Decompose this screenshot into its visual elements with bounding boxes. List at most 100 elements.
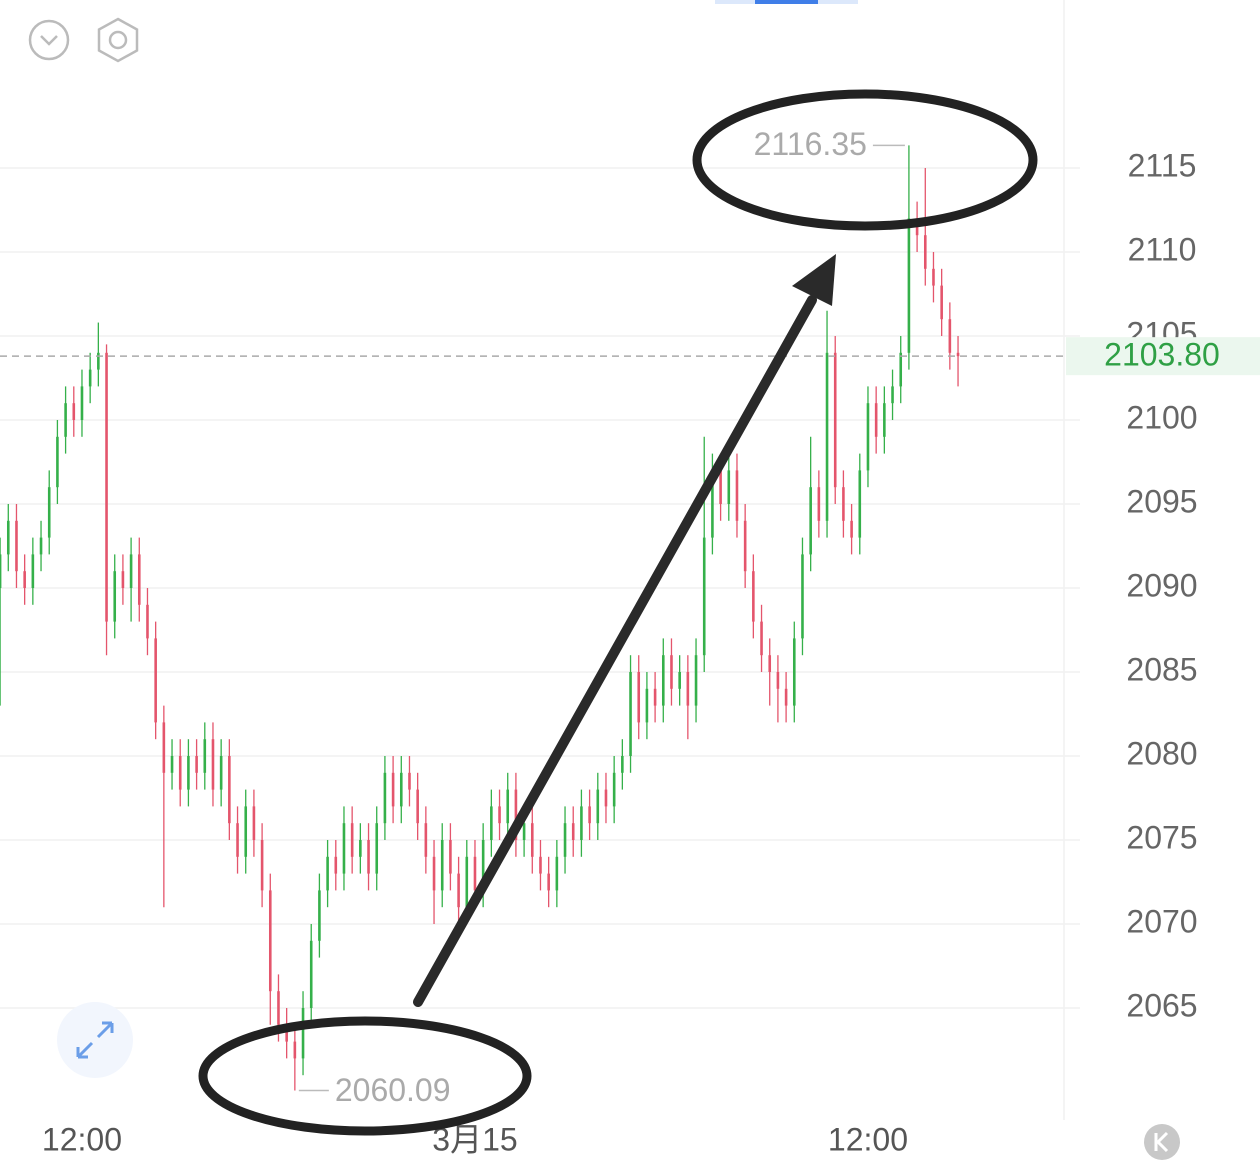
candle-body: [375, 823, 379, 874]
candle-body: [825, 352, 829, 521]
y-tick-label: 2075: [1126, 819, 1197, 855]
candle-body: [80, 386, 84, 420]
candle-body: [137, 554, 141, 605]
candle-body: [309, 940, 313, 1008]
x-tick-label: 12:00: [42, 1121, 122, 1157]
arrow-shaft: [413, 295, 817, 1007]
candle-body: [424, 823, 428, 857]
candle-body: [440, 840, 444, 891]
last-price-box: [1066, 337, 1260, 376]
candle-body: [653, 688, 657, 706]
y-tick-label: 2100: [1126, 399, 1197, 435]
y-tick-label: 2115: [1128, 147, 1197, 183]
y-tick-label: 2070: [1126, 903, 1197, 939]
candle-body: [784, 688, 788, 706]
candle-body: [219, 756, 223, 790]
candle-body: [6, 520, 10, 555]
candle-body: [956, 352, 960, 357]
y-tick-label: 2085: [1126, 651, 1197, 687]
candle-body: [318, 890, 321, 941]
highlight-ellipse: [198, 1016, 532, 1136]
candle-body: [923, 235, 927, 269]
candle-body: [670, 655, 673, 689]
y-tick-label: 2080: [1126, 735, 1197, 771]
candle-body: [47, 487, 51, 538]
candle-body: [694, 655, 698, 706]
candle-body: [580, 806, 583, 840]
candle-body: [842, 487, 845, 521]
candle-body: [72, 403, 76, 420]
candle-body: [735, 470, 739, 521]
candle-body: [342, 823, 346, 874]
candle-body: [768, 655, 772, 672]
candle-body: [391, 772, 395, 807]
candle-body: [809, 487, 812, 555]
candle-body: [23, 571, 26, 588]
candle-body: [743, 520, 747, 572]
candle-body: [408, 772, 411, 790]
candle-body: [883, 403, 886, 437]
candle-body: [588, 806, 591, 824]
candle-body: [56, 436, 59, 488]
candle-body: [711, 470, 714, 538]
candle-body: [776, 672, 780, 689]
candle-body: [31, 554, 35, 588]
candle-body: [457, 873, 460, 908]
candle-body: [105, 352, 108, 622]
candle-body: [866, 403, 870, 471]
candle-body: [760, 621, 763, 656]
candle-body: [792, 638, 796, 706]
annotations: 2103.80 2116.35 2060.09: [0, 126, 1260, 1108]
candle-body: [514, 789, 518, 840]
candle-body: [293, 1041, 297, 1059]
candle-body: [146, 604, 149, 639]
candle-body: [604, 789, 608, 807]
highlight-ellipse: [692, 89, 1038, 231]
candle-body: [211, 739, 215, 790]
candle-body: [326, 856, 329, 891]
candle-body: [432, 856, 436, 891]
candle-body: [498, 806, 501, 824]
candle-body: [686, 672, 690, 706]
candle-body: [187, 756, 190, 790]
candle-body: [907, 218, 911, 353]
settings-button[interactable]: [97, 17, 139, 63]
y-tick-label: 2095: [1126, 483, 1197, 519]
candle-body: [702, 537, 706, 656]
candle-body: [465, 856, 469, 908]
candle-body: [490, 806, 493, 840]
last-price-label: 2103.80: [1104, 337, 1220, 373]
candle-body: [719, 470, 722, 504]
candle-body: [203, 739, 207, 773]
k-button[interactable]: [1144, 1124, 1180, 1160]
candle-body: [195, 756, 198, 773]
candle-body: [162, 722, 166, 773]
candle-body: [113, 571, 117, 622]
candle-body: [850, 520, 853, 538]
candle-body: [473, 856, 477, 891]
candle-body: [891, 386, 894, 404]
candle-body: [399, 772, 403, 807]
candle-body: [236, 823, 239, 857]
collapse-button[interactable]: [28, 19, 70, 61]
x-tick-label: 12:00: [828, 1121, 908, 1157]
candle-body: [555, 856, 559, 891]
candle-body: [350, 823, 354, 857]
candle-body: [178, 756, 182, 790]
candle-body: [522, 823, 526, 840]
max-label: 2116.35: [754, 126, 867, 162]
candle-body: [154, 638, 157, 723]
candle-body: [612, 772, 616, 807]
candle-body: [244, 806, 248, 857]
candle-body: [0, 554, 2, 588]
expand-button[interactable]: [57, 1002, 133, 1078]
candle-body: [416, 789, 419, 824]
candle-body: [637, 672, 641, 723]
candle-body: [121, 571, 125, 588]
y-tick-label: 2110: [1128, 231, 1197, 267]
y-tick-label: 2090: [1126, 567, 1197, 603]
candle-body: [661, 655, 665, 706]
candle-body: [801, 554, 804, 639]
